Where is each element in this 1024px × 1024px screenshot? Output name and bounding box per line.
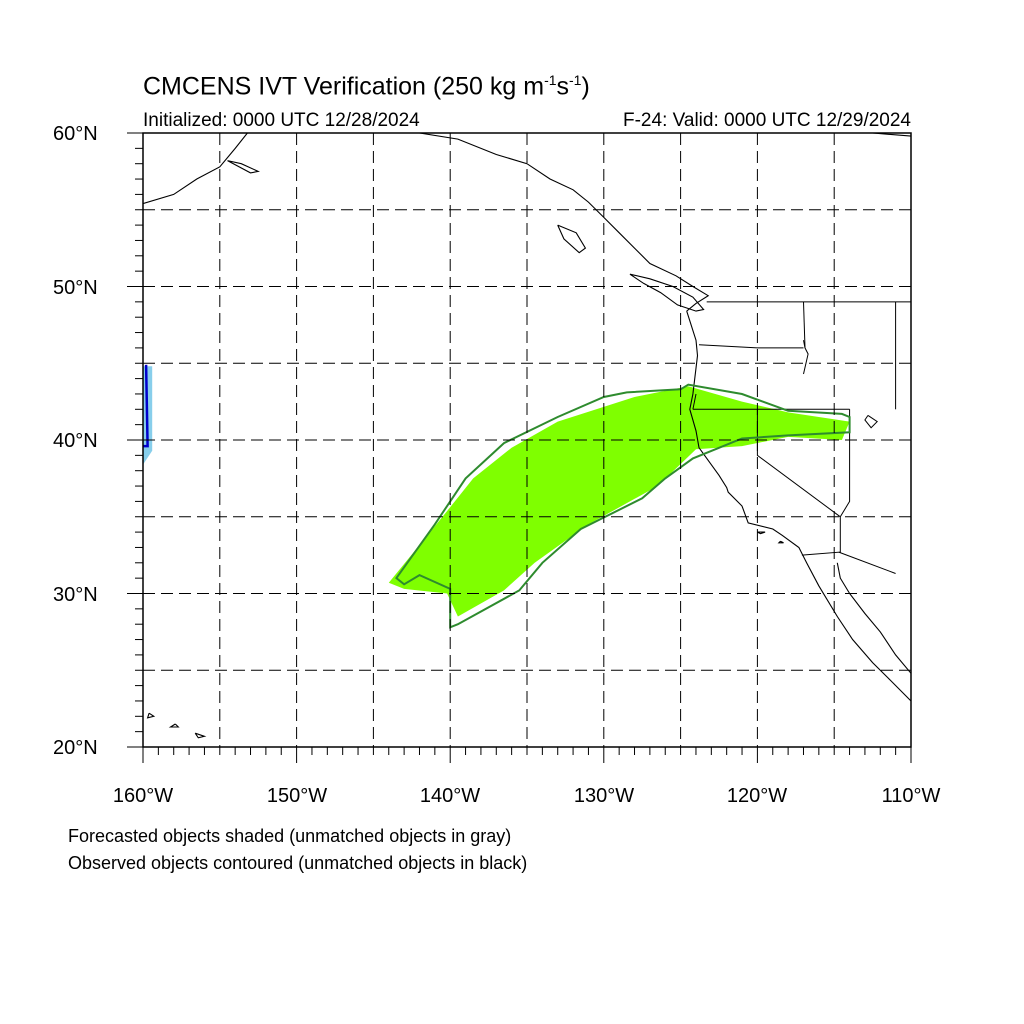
coastline-3 <box>629 273 705 312</box>
unmatched-observed-contour <box>143 364 149 448</box>
border-5 <box>803 340 809 375</box>
lon-label-160w: 160°W <box>112 785 174 807</box>
lon-label-110w: 110°W <box>881 785 941 807</box>
border-3 <box>801 516 841 556</box>
coastline-4 <box>557 224 587 254</box>
lat-label-40n: 40°N <box>53 430 98 452</box>
coastline-6 <box>227 160 260 174</box>
forecast-object <box>388 386 850 617</box>
border-4 <box>803 301 806 348</box>
island-0 <box>204 749 218 761</box>
valid-time: F-24: Valid: 0000 UTC 12/29/2024 <box>623 110 911 131</box>
coastline-5 <box>143 133 248 205</box>
lat-label-30n: 30°N <box>53 584 98 606</box>
lon-label-140w: 140°W <box>419 785 481 807</box>
border-9 <box>838 551 896 574</box>
lon-label-120w: 120°W <box>726 785 788 807</box>
lat-label-60n: 60°N <box>53 123 98 145</box>
observed-contour <box>395 383 851 629</box>
island-1 <box>194 732 207 739</box>
map-title: CMCENS IVT Verification (250 kg m-1s-1) <box>143 72 590 101</box>
footnote-forecast: Forecasted objects shaded (unmatched obj… <box>68 826 512 846</box>
island-4 <box>777 540 784 544</box>
border-10 <box>692 393 697 410</box>
coastline-0 <box>686 310 911 702</box>
initialized-time: Initialized: 0000 UTC 12/28/2024 <box>143 110 420 131</box>
lake-0 <box>864 414 878 429</box>
island-3 <box>146 712 156 719</box>
lat-label-50n: 50°N <box>53 277 98 299</box>
lon-label-130w: 130°W <box>573 785 635 807</box>
lat-label-20n: 20°N <box>53 737 98 759</box>
coastline-2 <box>419 133 710 312</box>
footnote-observed: Observed objects contoured (unmatched ob… <box>68 853 528 873</box>
island-2 <box>168 723 180 728</box>
lon-label-150w: 150°W <box>266 785 328 807</box>
island-5 <box>757 531 766 535</box>
border-6 <box>698 344 804 349</box>
coastline-1 <box>836 562 911 674</box>
